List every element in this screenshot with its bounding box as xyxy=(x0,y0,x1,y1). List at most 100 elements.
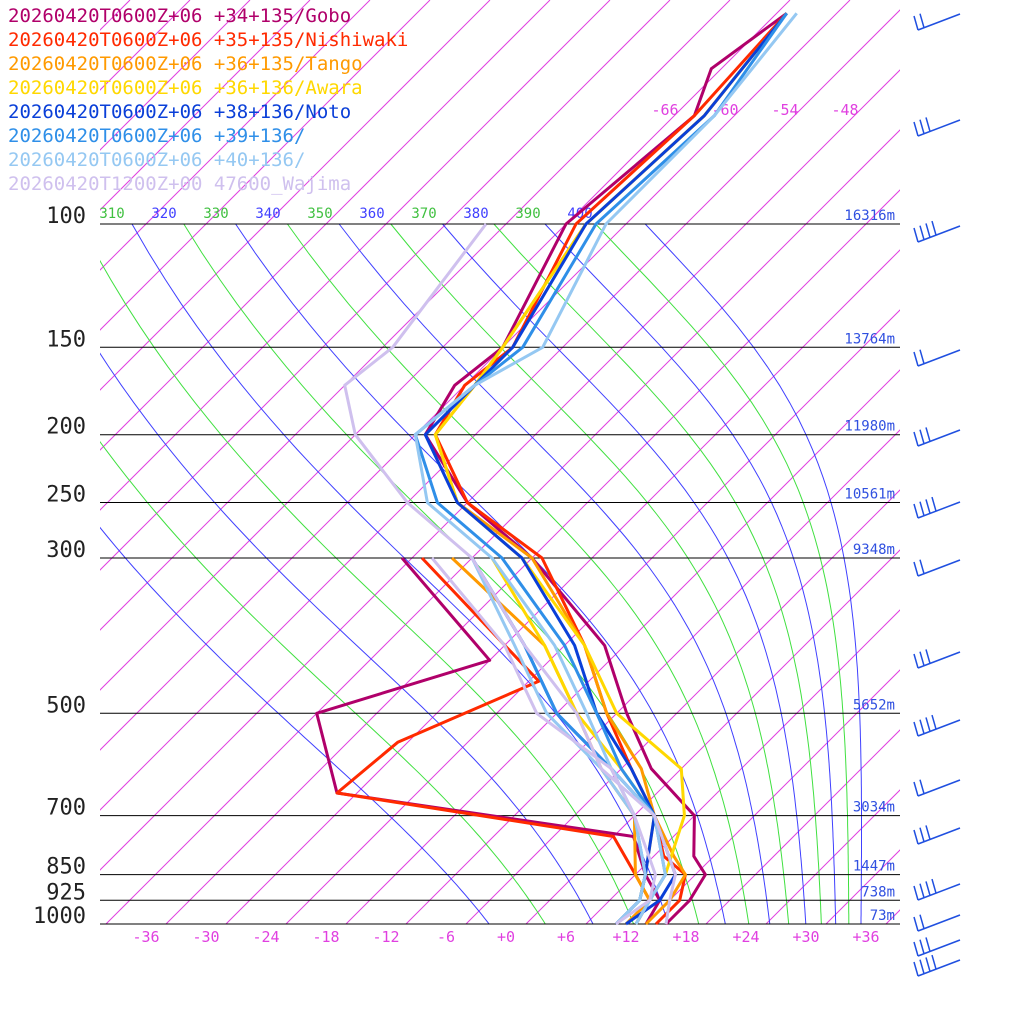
temperature-tick: +12 xyxy=(612,928,639,946)
temperature-line-tango xyxy=(433,12,788,926)
height-label: 9348m xyxy=(853,542,895,558)
isotherm xyxy=(165,189,900,924)
isotherm xyxy=(100,69,900,871)
height-label: 11980m xyxy=(844,419,895,435)
theta-label: 380 xyxy=(463,206,488,222)
temperature-tick-upper: -54 xyxy=(771,101,798,119)
temperature-line--40-136 xyxy=(413,12,798,925)
height-label: 13764m xyxy=(844,331,895,347)
wind-barb xyxy=(913,649,961,669)
wind-barb xyxy=(913,496,961,519)
isotherm xyxy=(225,249,900,924)
wind-barb xyxy=(913,914,961,932)
isotherm xyxy=(885,909,900,924)
legend-item: 20260420T0600Z+06 +36+136/Awara xyxy=(8,77,363,99)
isotherm xyxy=(100,0,431,331)
moist-adiabat xyxy=(338,223,771,924)
legend-item: 20260420T1200Z+00 47600_Wajima xyxy=(8,173,352,195)
theta-label: 330 xyxy=(203,206,228,222)
isotherm xyxy=(525,549,900,924)
pressure-label: 850 xyxy=(46,855,86,880)
dewpoint-line--40-136 xyxy=(470,557,647,926)
temperature-tick: -36 xyxy=(132,928,159,946)
legend-item: 20260420T0600Z+06 +40+136/ xyxy=(8,149,306,171)
temperature-tick: -30 xyxy=(192,928,219,946)
moist-adiabat xyxy=(183,223,700,924)
wind-barb xyxy=(913,779,961,797)
temperature-line-wajima xyxy=(343,223,677,925)
theta-label: 310 xyxy=(99,206,124,222)
isotherm xyxy=(100,0,731,631)
legend-item: 20260420T0600Z+06 +34+135/Gobo xyxy=(8,5,352,27)
temperature-tick-upper: -66 xyxy=(651,101,678,119)
pressure-label: 200 xyxy=(46,415,86,440)
theta-label: 390 xyxy=(515,206,540,222)
isotherm xyxy=(100,0,671,571)
pressure-label: 300 xyxy=(46,538,86,563)
legend-item: 20260420T0600Z+06 +36+135/Tango xyxy=(8,53,363,75)
temperature-line-awara xyxy=(433,12,788,925)
wind-barb xyxy=(913,559,961,577)
dewpoint-line-nishiwaki xyxy=(335,556,652,925)
temperature-tick-upper: -60 xyxy=(711,101,738,119)
temperature-tick: -18 xyxy=(312,928,339,946)
temperature-tick: +6 xyxy=(557,928,575,946)
temperature-tick: -6 xyxy=(437,928,455,946)
legend-item: 20260420T0600Z+06 +39+136/ xyxy=(8,125,306,147)
isotherm xyxy=(405,429,900,924)
isotherm xyxy=(100,0,371,271)
isotherm xyxy=(100,0,491,391)
pressure-label: 1000 xyxy=(33,904,86,929)
isotherm xyxy=(825,849,900,924)
pressure-label: 500 xyxy=(46,693,86,718)
temperature-tick-upper: -48 xyxy=(831,101,858,119)
height-label: 16316m xyxy=(844,208,895,224)
pressure-label: 100 xyxy=(46,204,86,229)
height-label: 10561m xyxy=(844,487,895,503)
legend: 20260420T0600Z+06 +34+135/Gobo 20260420T0… xyxy=(8,4,408,196)
theta-label: 360 xyxy=(359,206,384,222)
temperature-tick: +24 xyxy=(732,928,759,946)
isotherm xyxy=(100,0,611,511)
theta-label: 350 xyxy=(307,206,332,222)
temperature-tick: +30 xyxy=(792,928,819,946)
isotherm xyxy=(465,489,900,924)
theta-label: 340 xyxy=(255,206,280,222)
isotherm xyxy=(585,609,900,924)
temperature-line-noto xyxy=(423,12,788,926)
theta-label: 370 xyxy=(411,206,436,222)
height-label: 3034m xyxy=(853,800,895,816)
wind-barb xyxy=(913,13,961,31)
pressure-label: 925 xyxy=(46,880,86,905)
moist-adiabat xyxy=(131,223,669,924)
temperature-tick: -12 xyxy=(372,928,399,946)
isotherm xyxy=(645,669,900,924)
pressure-label: 250 xyxy=(46,483,86,508)
wind-barbs xyxy=(913,13,961,977)
wind-barb xyxy=(913,349,961,367)
temperature-tick: -24 xyxy=(252,928,279,946)
isotherm xyxy=(345,369,900,924)
isotherm xyxy=(100,0,311,211)
profiles xyxy=(315,12,798,926)
legend-item: 20260420T0600Z+06 +35+135/Nishiwaki xyxy=(8,29,409,51)
isotherm xyxy=(105,129,900,924)
temperature-line-nishiwaki xyxy=(433,12,788,926)
wind-barb xyxy=(913,220,961,243)
wind-barb xyxy=(913,825,961,845)
legend-item: 20260420T0600Z+06 +38+136/Noto xyxy=(8,101,352,123)
pressure-label: 150 xyxy=(46,327,86,352)
isotherm xyxy=(285,309,900,924)
wind-barb xyxy=(913,427,961,447)
height-label: 1447m xyxy=(853,859,895,875)
temperature-tick: +0 xyxy=(497,928,515,946)
height-label: 5652m xyxy=(853,697,895,713)
height-label: 738m xyxy=(861,884,895,900)
temperature-tick: +36 xyxy=(852,928,879,946)
dewpoint-line-wajima xyxy=(430,557,657,926)
pressure-label: 700 xyxy=(46,796,86,821)
temperature-line-gobo xyxy=(423,12,788,926)
theta-label: 320 xyxy=(151,206,176,222)
isotherm xyxy=(100,0,851,751)
